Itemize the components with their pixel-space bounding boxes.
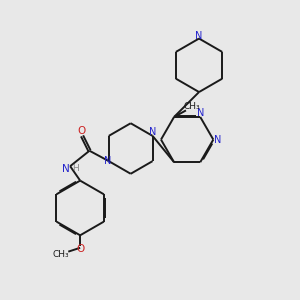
- Text: O: O: [76, 244, 84, 254]
- Text: N: N: [149, 127, 156, 137]
- Text: CH₃: CH₃: [52, 250, 69, 259]
- Text: H: H: [72, 164, 79, 173]
- Text: N: N: [214, 135, 221, 145]
- Text: O: O: [77, 126, 85, 136]
- Text: N: N: [196, 108, 204, 118]
- Text: CH₃: CH₃: [184, 102, 200, 111]
- Text: N: N: [62, 164, 70, 174]
- Text: N: N: [195, 32, 203, 41]
- Text: N: N: [103, 156, 111, 166]
